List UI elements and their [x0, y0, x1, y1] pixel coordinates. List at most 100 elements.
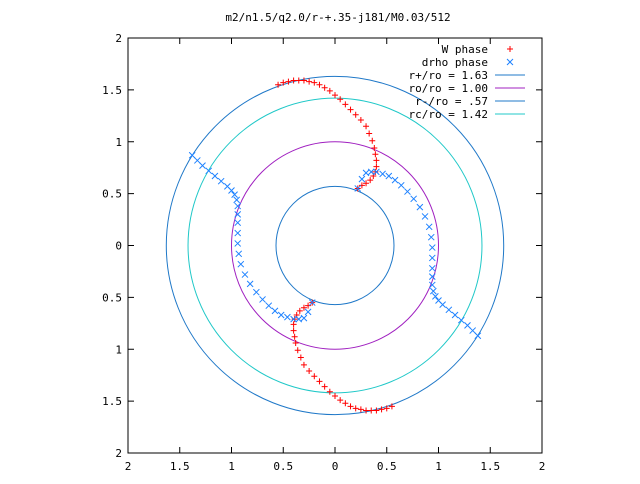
point-1-25 — [451, 311, 459, 319]
legend-marker-0 — [507, 46, 513, 52]
point-1-2 — [362, 169, 370, 177]
point-0-13 — [342, 101, 349, 108]
point-0-14 — [347, 106, 354, 113]
x-tick-label-5: 0.5 — [377, 460, 397, 473]
point-0-28 — [358, 182, 365, 189]
point-1-19 — [428, 281, 436, 289]
point-1-41 — [246, 280, 254, 288]
series-0 — [275, 77, 395, 414]
point-1-32 — [300, 314, 308, 322]
point-1-30 — [308, 299, 316, 306]
point-1-47 — [234, 219, 242, 227]
point-1-23 — [439, 301, 446, 308]
point-1-45 — [234, 240, 242, 247]
point-1-59 — [188, 151, 196, 159]
point-1-38 — [265, 302, 273, 310]
point-0-57 — [300, 304, 307, 311]
point-0-41 — [332, 392, 338, 399]
point-1-44 — [235, 250, 243, 258]
point-1-13 — [425, 223, 433, 231]
point-1-17 — [428, 264, 436, 272]
point-0-23 — [373, 163, 380, 170]
point-1-49 — [234, 202, 242, 210]
legend-label-0: W phase — [442, 43, 488, 56]
point-0-22 — [373, 157, 380, 164]
y-tick-label-0: 2 — [115, 447, 122, 460]
point-0-11 — [332, 92, 338, 99]
legend-label-3: ro/ro = 1.00 — [409, 82, 488, 95]
point-1-3 — [367, 168, 375, 176]
point-0-8 — [316, 81, 323, 88]
point-0-42 — [326, 388, 333, 395]
point-1-39 — [259, 296, 266, 303]
point-0-30 — [388, 403, 395, 410]
point-1-12 — [421, 213, 429, 220]
point-1-29 — [474, 332, 482, 340]
point-0-0 — [275, 81, 282, 88]
point-0-38 — [347, 403, 354, 410]
point-1-28 — [469, 327, 477, 334]
point-1-37 — [271, 307, 279, 315]
chart-title: m2/n1.5/q2.0/r-+.35-j181/M0.03/512 — [225, 11, 450, 24]
point-1-11 — [416, 203, 424, 211]
points-layer — [188, 77, 482, 414]
point-1-54 — [217, 177, 225, 185]
legend-marker-1 — [506, 58, 514, 66]
point-0-26 — [367, 177, 374, 184]
y-tick-label-5: 0.5 — [102, 188, 122, 201]
circle-0 — [165, 75, 505, 416]
legend-label-4: r-/ro = .57 — [415, 95, 488, 108]
point-1-53 — [224, 183, 231, 190]
point-1-4 — [373, 168, 380, 176]
point-0-52 — [290, 327, 297, 334]
circle-3 — [187, 97, 483, 394]
point-0-46 — [306, 368, 313, 375]
circle-2 — [275, 185, 395, 306]
point-1-27 — [464, 322, 471, 329]
point-1-21 — [432, 292, 439, 300]
point-0-39 — [342, 400, 349, 407]
point-0-54 — [291, 316, 298, 323]
x-tick-label-4: 0 — [332, 460, 339, 473]
point-1-42 — [241, 271, 249, 278]
point-0-32 — [378, 406, 385, 413]
axes-layer: 2 1.5 1 0.5 0 0.5 1 1.5 221.510.500.511.52 — [102, 32, 545, 473]
point-0-56 — [296, 307, 303, 314]
point-0-3 — [290, 77, 297, 84]
point-1-10 — [410, 195, 418, 203]
point-1-50 — [233, 196, 241, 204]
point-0-40 — [337, 397, 344, 404]
x-tick-label-6: 1 — [435, 460, 442, 473]
point-0-18 — [366, 130, 373, 137]
series-1 — [188, 151, 482, 340]
point-0-34 — [368, 407, 375, 414]
point-1-8 — [397, 181, 405, 189]
circle-1 — [231, 141, 439, 350]
point-1-35 — [284, 313, 291, 321]
point-1-46 — [234, 229, 242, 237]
point-0-44 — [316, 378, 323, 385]
point-0-51 — [291, 333, 298, 340]
y-tick-label-8: 2 — [115, 32, 122, 45]
point-1-57 — [199, 162, 206, 169]
point-1-55 — [211, 172, 219, 180]
point-1-16 — [428, 254, 436, 262]
y-tick-label-7: 1.5 — [102, 84, 122, 97]
y-tick-label-4: 0 — [115, 240, 122, 253]
y-tick-label-6: 1 — [115, 136, 122, 149]
point-0-24 — [372, 168, 379, 175]
point-1-7 — [391, 176, 399, 184]
point-0-21 — [372, 151, 379, 158]
point-0-45 — [311, 373, 318, 380]
y-tick-label-1: 1.5 — [102, 395, 122, 408]
y-tick-label-3: 0.5 — [102, 291, 122, 304]
legend-label-2: r+/ro = 1.63 — [409, 69, 488, 82]
point-1-9 — [404, 188, 411, 195]
point-0-50 — [292, 340, 299, 347]
point-0-31 — [383, 405, 390, 412]
point-0-17 — [363, 123, 370, 130]
point-1-58 — [193, 157, 201, 164]
point-0-53 — [290, 321, 297, 328]
